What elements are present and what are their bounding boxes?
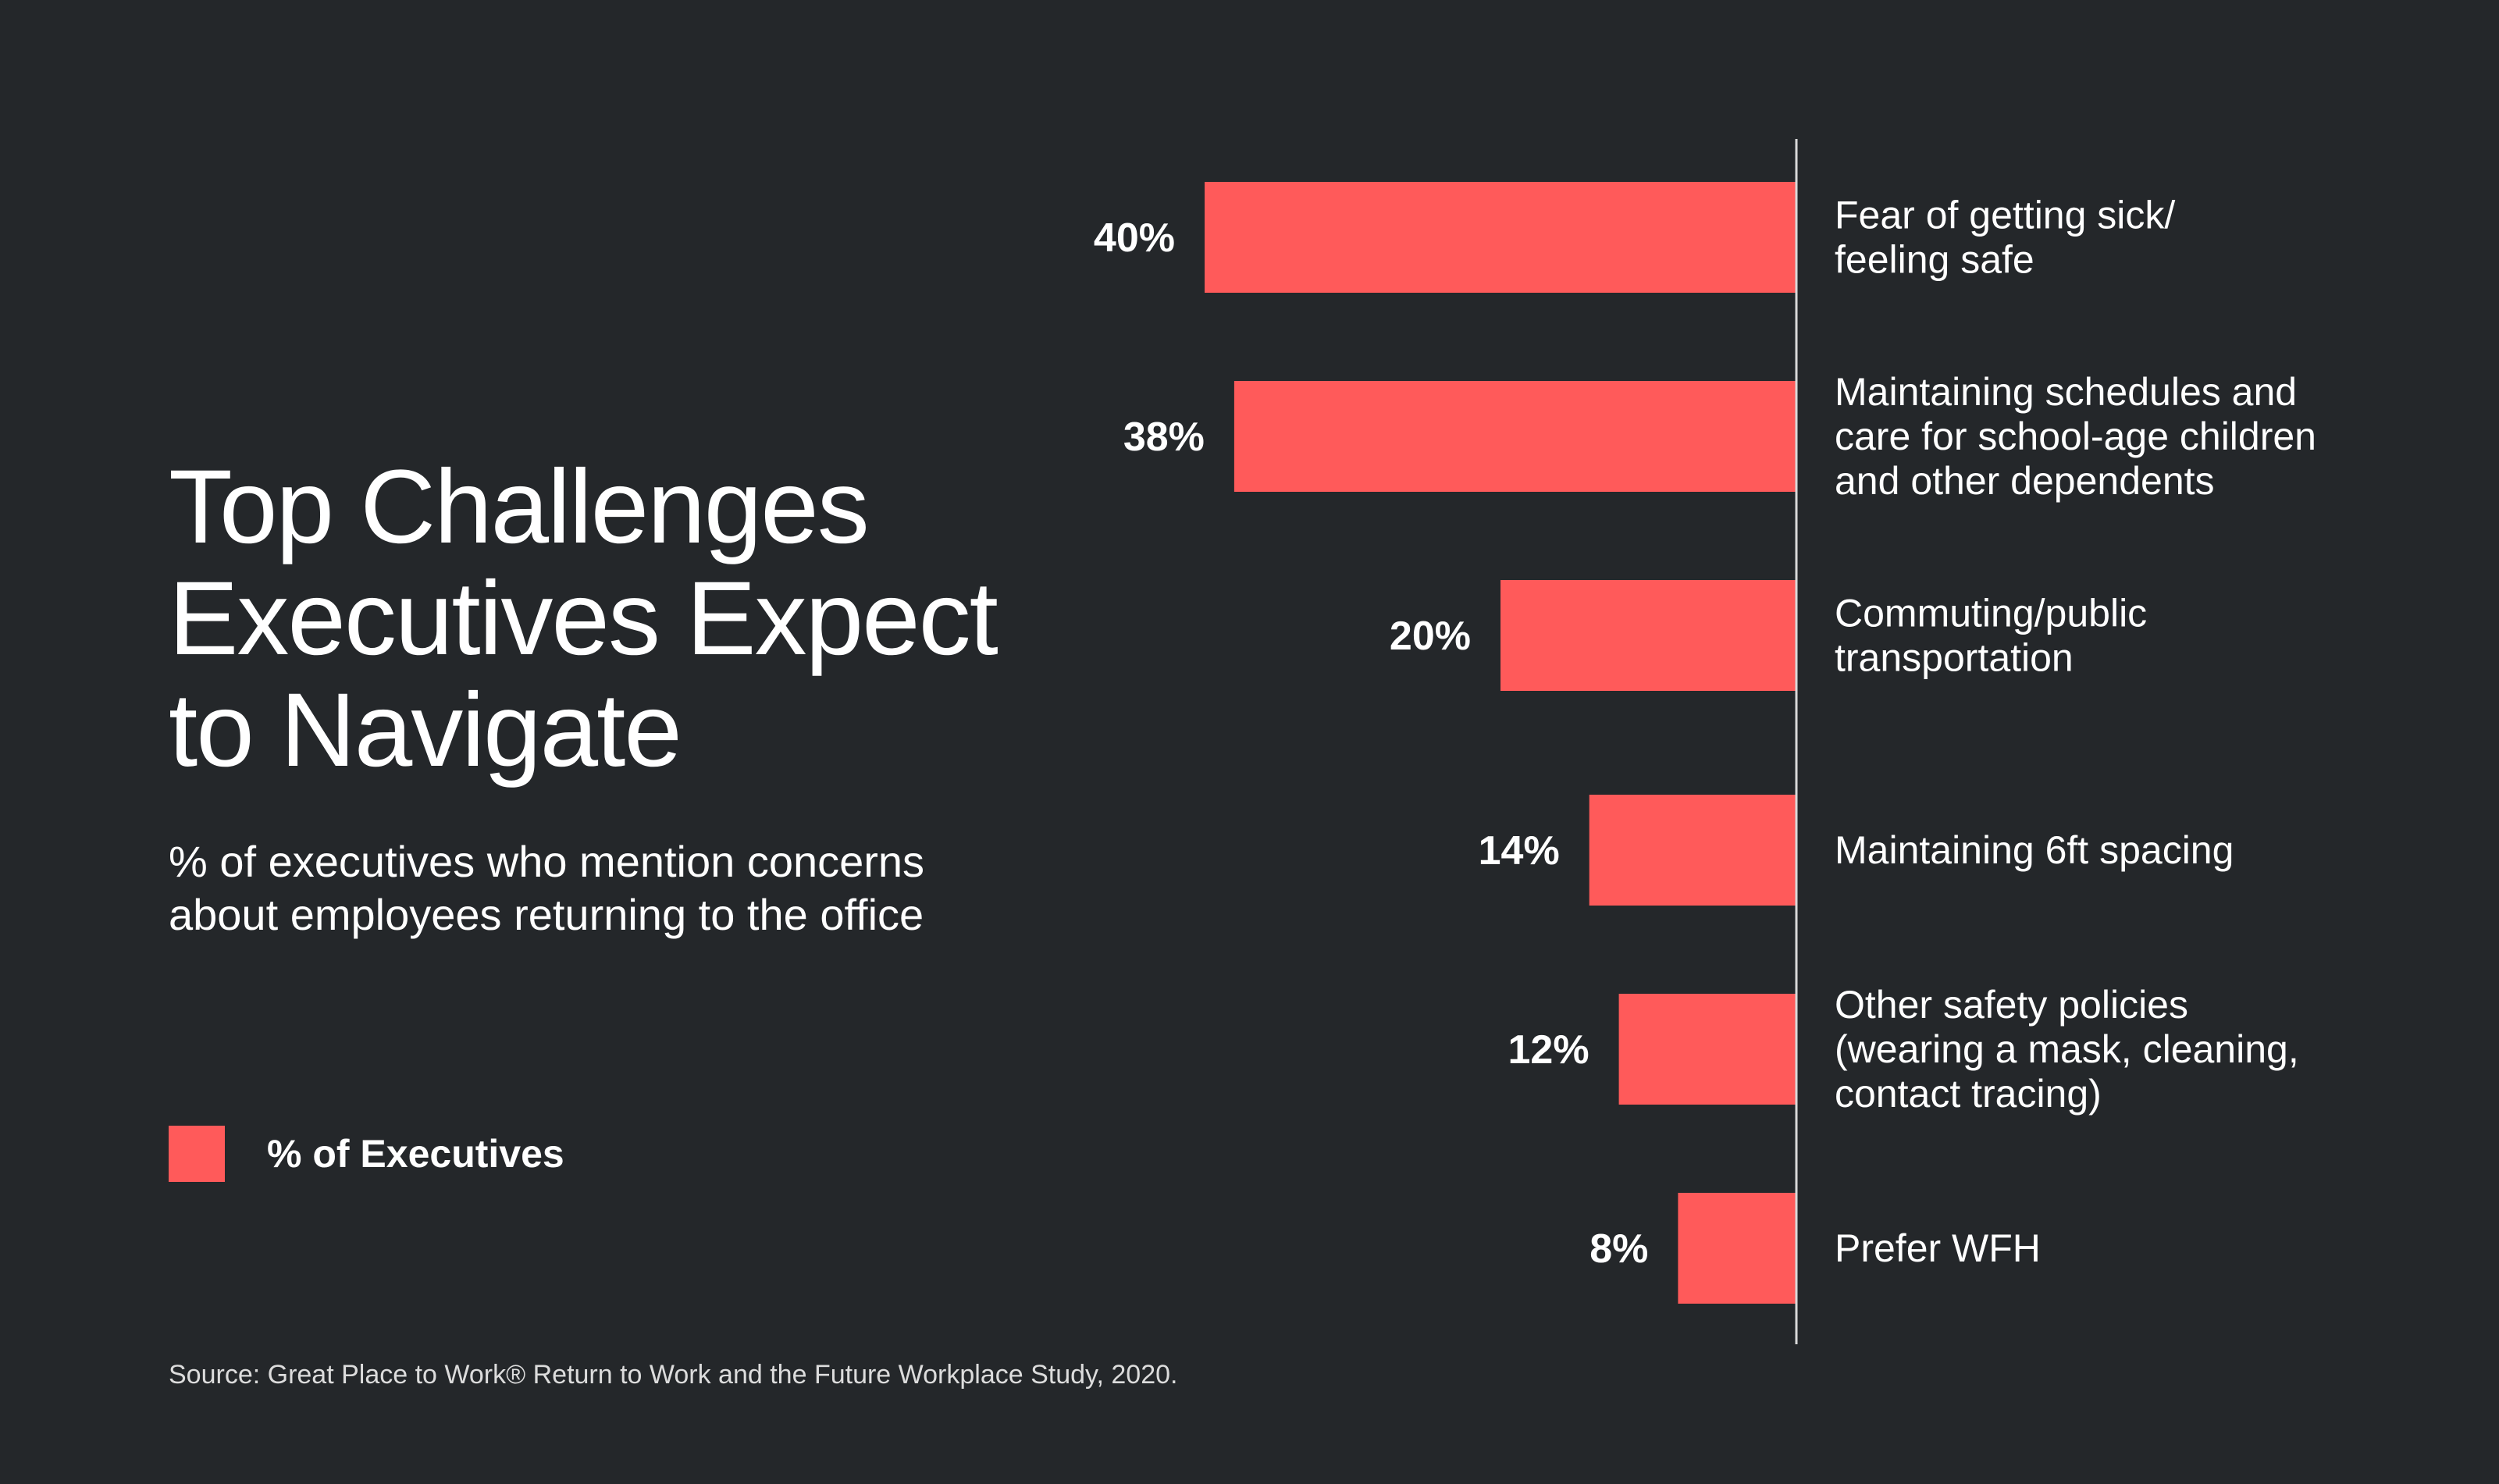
bar-5 xyxy=(1678,1193,1796,1304)
chart-subtitle: % of executives who mention concerns abo… xyxy=(169,835,1152,941)
chart-subtitle-line: % of executives who mention concerns xyxy=(169,837,925,886)
category-label-line: Fear of getting sick/ xyxy=(1835,194,2175,237)
bar-0 xyxy=(1205,182,1796,293)
data-label-0: 40% xyxy=(1094,215,1175,261)
category-label-line: Other safety policies xyxy=(1835,983,2188,1027)
category-label-line: Maintaining 6ft spacing xyxy=(1835,828,2234,872)
category-label-3: Maintaining 6ft spacing xyxy=(1835,828,2234,872)
category-label-line: Prefer WFH xyxy=(1835,1226,2041,1270)
category-label-4: Other safety policies (wearing a mask, cl… xyxy=(1835,983,2299,1116)
chart-title-line: Top Challenges xyxy=(169,449,870,565)
data-label-5: 8% xyxy=(1589,1226,1648,1272)
category-label-line: (wearing a mask, cleaning, xyxy=(1835,1027,2299,1071)
category-label-line: care for school-age children xyxy=(1835,415,2316,458)
data-label-1: 38% xyxy=(1123,415,1205,460)
legend-label: % of Executives xyxy=(267,1132,564,1176)
bar-3 xyxy=(1589,795,1796,906)
category-label-0: Fear of getting sick/feeling safe xyxy=(1835,194,2175,282)
chart-title-line: to Navigate xyxy=(169,672,682,788)
chart-title-line: Executives Expect xyxy=(169,561,999,677)
data-label-2: 20% xyxy=(1390,614,1471,659)
bar-4 xyxy=(1618,994,1796,1105)
legend-swatch xyxy=(169,1126,225,1182)
chart-title: Top Challenges Executives Expect to Navi… xyxy=(169,451,1137,786)
bar-1 xyxy=(1233,381,1796,492)
data-label-4: 12% xyxy=(1508,1027,1589,1073)
category-label-line: Maintaining schedules and xyxy=(1835,370,2297,414)
chart-legend: % of Executives xyxy=(169,1126,564,1182)
category-label-line: contact tracing) xyxy=(1835,1072,2102,1116)
category-label-5: Prefer WFH xyxy=(1835,1226,2041,1270)
category-label-line: and other dependents xyxy=(1835,459,2215,503)
data-label-3: 14% xyxy=(1479,828,1560,874)
chart-subtitle-line: about employees returning to the office xyxy=(169,890,924,939)
category-label-line: transportation xyxy=(1835,636,2074,680)
category-label-1: Maintaining schedules and care for school… xyxy=(1835,370,2316,503)
bar-2 xyxy=(1500,580,1796,691)
category-label-line: Commuting/public xyxy=(1835,592,2147,635)
source-note: Source: Great Place to Work® Return to W… xyxy=(169,1360,1178,1390)
category-label-line: feeling safe xyxy=(1835,238,2034,282)
category-label-2: Commuting/public transportation xyxy=(1835,592,2147,680)
